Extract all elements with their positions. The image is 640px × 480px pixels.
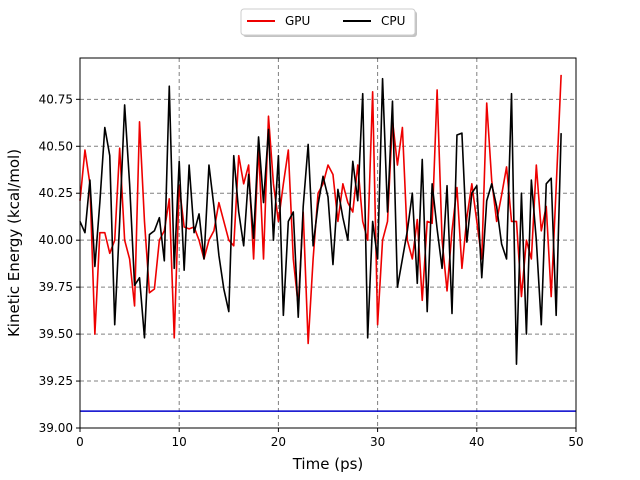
x-axis-label: Time (ps) [292,455,364,473]
series-line-cpu [79,77,562,365]
y-axis-label: Kinetic Energy (kcal/mol) [5,149,23,337]
legend-gpu-label: GPU [285,14,310,28]
x-tick-label: 40 [469,435,484,449]
x-tick-label: 0 [76,435,84,449]
series-layer [79,74,562,365]
y-tick-label: 39.25 [39,374,73,388]
y-tick-label: 40.75 [39,92,73,106]
legend-cpu-label: CPU [381,14,405,28]
y-tick-label: 40.25 [39,186,73,200]
legend: GPU CPU [240,8,417,37]
y-tick-label: 40.00 [39,233,73,247]
x-tick-label: 20 [271,435,286,449]
plot-frame [79,57,577,429]
x-tick-label: 50 [568,435,583,449]
y-tick-label: 39.75 [39,280,73,294]
x-tick-label: 30 [370,435,385,449]
legend-box [240,8,416,36]
x-tick-label: 10 [172,435,187,449]
y-tick-label: 39.00 [39,421,73,435]
y-tick-label: 39.50 [39,327,73,341]
y-tick-label: 40.50 [39,139,73,153]
ticks: 39.00 39.25 39.50 39.75 40.00 40.25 40.50 40.75… [39,92,584,449]
